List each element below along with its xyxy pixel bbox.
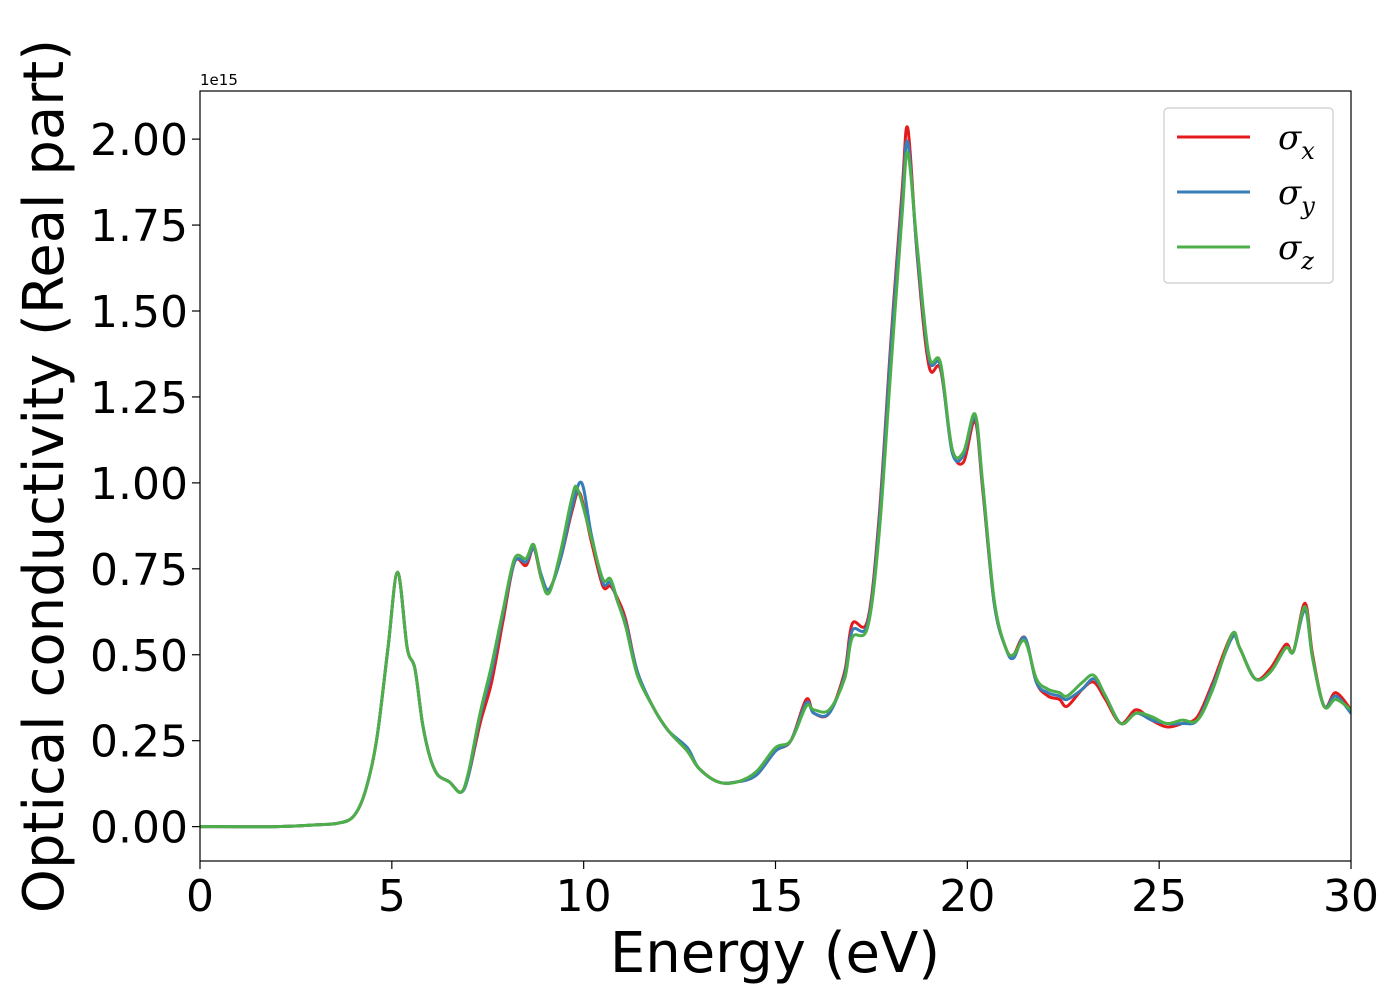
x-tick-label: 25 <box>1131 871 1187 922</box>
legend-label-y: σy <box>1278 173 1315 220</box>
y-tick-label: 2.00 <box>90 115 188 166</box>
x-axis-title: Energy (eV) <box>610 921 940 986</box>
legend: σx σy σz <box>1163 107 1334 284</box>
y-tick-label: 0.00 <box>90 803 188 854</box>
y-axis-title: Optical conductivity (Real part) <box>12 39 77 913</box>
y-tick-label: 1.25 <box>90 373 188 424</box>
y-tick-label: 1.75 <box>90 201 188 252</box>
x-axis: 0 5 10 15 20 25 30 <box>186 861 1379 922</box>
y-tick-label: 1.50 <box>90 287 188 338</box>
y-tick-label: 0.75 <box>90 545 188 596</box>
x-tick-label: 20 <box>939 871 995 922</box>
y-tick-label: 1.00 <box>90 459 188 510</box>
series-layer <box>200 125 1351 829</box>
legend-box <box>1163 107 1334 284</box>
x-tick-label: 0 <box>186 871 214 922</box>
legend-label-x: σx <box>1278 118 1315 165</box>
x-tick-label: 10 <box>556 871 612 922</box>
x-tick-label: 5 <box>378 871 406 922</box>
y-axis: 0.00 0.25 0.50 0.75 1.00 1.25 1.50 1.75 2.00 <box>90 115 200 854</box>
y-tick-label: 0.25 <box>90 717 188 768</box>
x-tick-label: 15 <box>748 871 804 922</box>
y-tick-label: 0.50 <box>90 631 188 682</box>
series-line-z <box>200 150 1351 829</box>
x-tick-label: 30 <box>1323 871 1379 922</box>
legend-label-z: σz <box>1278 228 1314 275</box>
y-offset-label: 1e15 <box>200 71 238 89</box>
